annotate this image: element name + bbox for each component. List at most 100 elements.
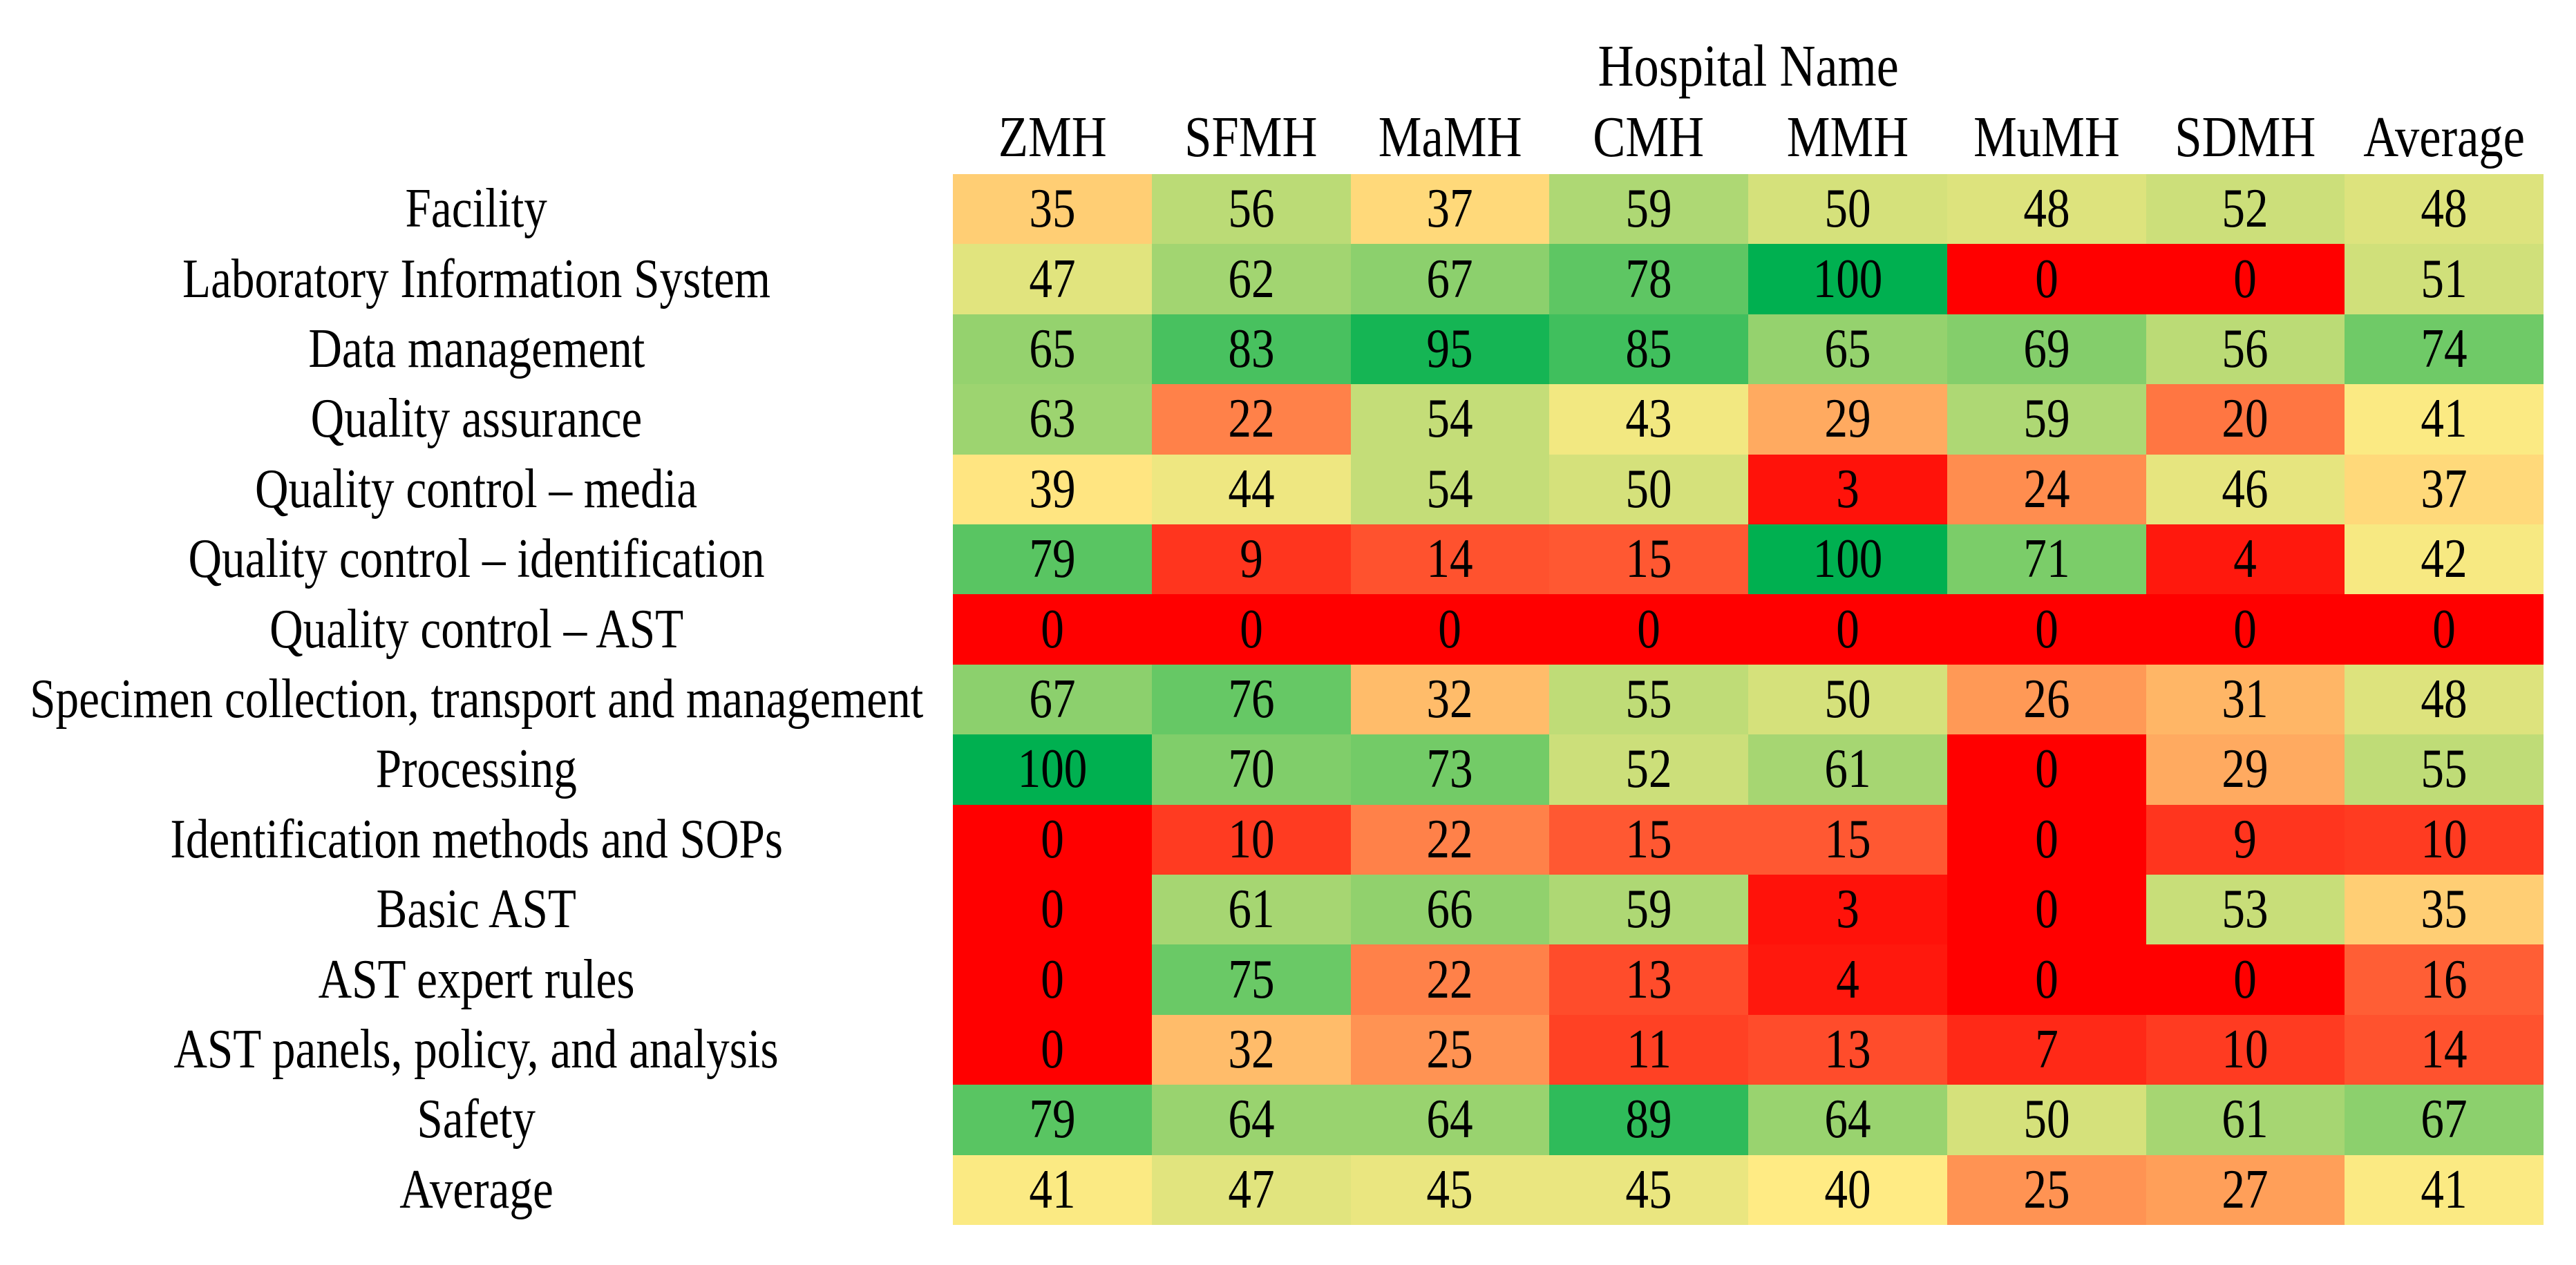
cell-value: 64: [1824, 1089, 1871, 1150]
heatmap-cell: 31: [2146, 664, 2345, 735]
table-row-facility: Facility 35 56 37 59 50 48 52 48: [0, 174, 2544, 245]
cell-value: 0: [2034, 598, 2058, 660]
heatmap-cell: 76: [1151, 664, 1351, 735]
table-row-average: Average 41 47 45 45 40 25 27 41: [0, 1154, 2544, 1226]
row-label: Processing: [0, 734, 953, 804]
cell-value: 43: [1625, 388, 1672, 450]
heatmap-cell: 40: [1748, 1154, 1947, 1226]
cell-value: 71: [2023, 529, 2070, 590]
heatmap-cell: 75: [1151, 944, 1351, 1015]
heatmap-cell: 52: [2146, 174, 2345, 245]
cell-value: 3: [1836, 879, 1859, 940]
heatmap-cell: 15: [1549, 804, 1748, 875]
heatmap-cell: 3: [1748, 875, 1947, 945]
column-header-sdmh: SDMH: [2146, 101, 2345, 174]
heatmap-cell: 61: [1748, 734, 1947, 805]
row-label: Facility: [0, 174, 953, 244]
column-header-zmh: ZMH: [953, 101, 1152, 174]
row-label: Quality control – media: [0, 455, 953, 524]
heatmap-cell: 85: [1549, 314, 1748, 385]
heatmap-cell: 0: [2146, 944, 2345, 1015]
cell-value: 16: [2421, 949, 2468, 1010]
cell-value: 10: [1228, 808, 1275, 870]
heatmap-cell: 100: [1748, 524, 1947, 595]
heatmap-cell: 52: [1549, 734, 1748, 805]
cell-value: 54: [1426, 388, 1473, 450]
heatmap-cell: 41: [2345, 384, 2544, 455]
heatmap-cell: 69: [1947, 314, 2146, 385]
cell-value: 48: [2023, 178, 2070, 240]
cell-value: 79: [1029, 1089, 1076, 1150]
heatmap-cell: 25: [1350, 1014, 1550, 1085]
cell-value: 4: [2233, 529, 2257, 590]
row-label-text: Quality control – media: [255, 458, 698, 520]
heatmap-cell: 50: [1748, 174, 1947, 245]
row-label: AST expert rules: [0, 944, 953, 1014]
column-header-label: MuMH: [1973, 105, 2120, 169]
cell-value: 0: [1041, 808, 1064, 870]
row-label: Basic AST: [0, 875, 953, 944]
heatmap-cell: 22: [1350, 804, 1550, 875]
cell-value: 59: [2023, 388, 2070, 450]
cell-value: 25: [1426, 1019, 1473, 1081]
cell-value: 65: [1824, 318, 1871, 380]
column-header-label: ZMH: [998, 105, 1107, 169]
column-header-mumh: MuMH: [1947, 101, 2146, 174]
row-label: Specimen collection, transport and manag…: [0, 665, 953, 734]
heatmap-cell: 0: [1350, 594, 1550, 665]
cell-value: 59: [1625, 178, 1672, 240]
heatmap-cell: 0: [953, 1014, 1152, 1085]
column-header-cmh: CMH: [1549, 101, 1748, 174]
heatmap-cell: 13: [1748, 1014, 1947, 1085]
heatmap-cell: 39: [953, 454, 1152, 525]
cell-value: 47: [1029, 248, 1076, 310]
cell-value: 56: [1228, 178, 1275, 240]
heatmap-cell: 10: [2345, 804, 2544, 875]
cell-value: 69: [2023, 318, 2070, 380]
cell-value: 61: [2222, 1089, 2269, 1150]
row-label-text: AST panels, policy, and analysis: [173, 1019, 779, 1081]
cell-value: 0: [1836, 598, 1859, 660]
cell-value: 67: [1426, 248, 1473, 310]
column-header-label: MaMH: [1378, 105, 1522, 169]
heatmap-cell: 0: [2146, 594, 2345, 665]
heatmap-cell: 61: [2146, 1085, 2345, 1155]
cell-value: 15: [1625, 808, 1672, 870]
column-header-mamh: MaMH: [1351, 101, 1550, 174]
heatmap-cell: 53: [2146, 875, 2345, 945]
cell-value: 40: [1824, 1159, 1871, 1220]
heatmap-cell: 100: [953, 734, 1152, 805]
cell-value: 45: [1426, 1159, 1473, 1220]
row-label-text: AST expert rules: [318, 949, 635, 1010]
cell-value: 27: [2222, 1159, 2269, 1220]
heatmap-cell: 37: [1350, 174, 1550, 245]
cell-value: 61: [1228, 879, 1275, 940]
table-row-data-management: Data management 65 83 95 85 65 69 56 74: [0, 314, 2544, 385]
table-row-quality-control-identification: Quality control – identification 79 9 14 15 1…: [0, 524, 2544, 595]
cell-value: 37: [2421, 458, 2468, 520]
row-label: Quality control – identification: [0, 524, 953, 594]
heatmap-cell: 66: [1350, 875, 1550, 945]
table-row-identification-methods-and-sops: Identification methods and SOPs 0 10 22 15 15…: [0, 804, 2544, 875]
heatmap-cell: 44: [1151, 454, 1351, 525]
cell-value: 56: [2222, 318, 2269, 380]
cell-value: 64: [1426, 1089, 1473, 1150]
heatmap-cell: 95: [1350, 314, 1550, 385]
cell-value: 61: [1824, 739, 1871, 800]
heatmap-cell: 29: [1748, 384, 1947, 455]
heatmap-cell: 0: [1947, 944, 2146, 1015]
cell-value: 53: [2222, 879, 2269, 940]
row-label-text: Data management: [308, 318, 645, 380]
row-label: AST panels, policy, and analysis: [0, 1015, 953, 1085]
heatmap-cell: 20: [2146, 384, 2345, 455]
cell-value: 35: [2421, 879, 2468, 940]
heatmap-cell: 56: [1151, 174, 1351, 245]
heatmap-cell: 9: [1151, 524, 1351, 595]
heatmap-cell: 79: [953, 1085, 1152, 1155]
heatmap-cell: 67: [2345, 1085, 2544, 1155]
heatmap-grid: Facility 35 56 37 59 50 48 52 48 Laboratory Infor…: [0, 174, 2544, 1226]
heatmap-cell: 50: [1748, 664, 1947, 735]
cell-value: 51: [2421, 248, 2468, 310]
cell-value: 74: [2421, 318, 2468, 380]
